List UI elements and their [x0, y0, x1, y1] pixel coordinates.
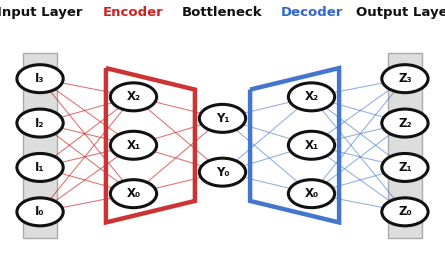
- Text: Input Layer: Input Layer: [0, 6, 83, 19]
- Text: X₁: X₁: [126, 139, 141, 152]
- Text: Z₀: Z₀: [398, 205, 412, 218]
- Text: I₁: I₁: [35, 161, 45, 174]
- Circle shape: [17, 109, 63, 137]
- Circle shape: [288, 180, 335, 208]
- Text: Bottleneck: Bottleneck: [182, 6, 263, 19]
- Text: Output Layer: Output Layer: [356, 6, 445, 19]
- Circle shape: [17, 153, 63, 181]
- Circle shape: [382, 65, 428, 93]
- Bar: [23, 53, 57, 238]
- Bar: [388, 53, 422, 238]
- Circle shape: [288, 83, 335, 111]
- Circle shape: [110, 83, 157, 111]
- Circle shape: [288, 131, 335, 159]
- Text: Z₂: Z₂: [398, 116, 412, 130]
- Circle shape: [199, 104, 246, 132]
- Text: Decoder: Decoder: [280, 6, 343, 19]
- Circle shape: [382, 198, 428, 226]
- Circle shape: [110, 180, 157, 208]
- Circle shape: [17, 198, 63, 226]
- Text: Y₁: Y₁: [216, 112, 229, 125]
- Text: X₁: X₁: [304, 139, 319, 152]
- Text: Z₃: Z₃: [398, 72, 412, 85]
- Circle shape: [17, 65, 63, 93]
- Text: X₀: X₀: [126, 187, 141, 200]
- Text: I₂: I₂: [35, 116, 45, 130]
- Text: X₂: X₂: [126, 90, 141, 103]
- Circle shape: [382, 153, 428, 181]
- Circle shape: [382, 109, 428, 137]
- Text: I₃: I₃: [35, 72, 45, 85]
- Text: Encoder: Encoder: [103, 6, 164, 19]
- Text: Z₁: Z₁: [398, 161, 412, 174]
- Text: X₀: X₀: [304, 187, 319, 200]
- Text: I₀: I₀: [35, 205, 45, 218]
- Circle shape: [110, 131, 157, 159]
- Text: Y₀: Y₀: [216, 166, 229, 179]
- Circle shape: [199, 158, 246, 186]
- Text: X₂: X₂: [304, 90, 319, 103]
